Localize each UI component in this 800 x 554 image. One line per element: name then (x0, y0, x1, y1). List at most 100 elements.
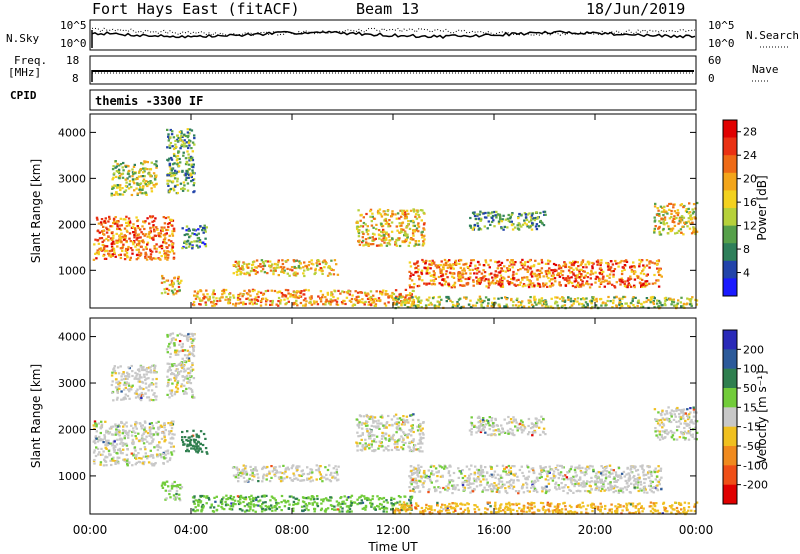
echo-cell-2 (170, 169, 173, 172)
echo-cell-5 (276, 263, 279, 266)
echo-cell-8 (431, 259, 434, 262)
echo-cell-9 (536, 216, 540, 219)
echo-cell-11 (452, 303, 455, 307)
echo-cell-6 (271, 496, 275, 499)
echo-cell-7 (401, 440, 404, 443)
echo-cell-8 (452, 267, 455, 270)
echo-cell-7 (372, 238, 375, 241)
echo-cell-11 (540, 299, 543, 302)
echo-cell-11 (584, 306, 587, 309)
echo-cell-0 (141, 240, 144, 243)
echo-cell-9 (526, 213, 529, 216)
echo-cell-0 (93, 458, 96, 462)
echo-cell-3 (192, 447, 195, 450)
echo-cell-5 (286, 267, 289, 270)
echo-cell-2 (175, 155, 178, 158)
echo-cell-8 (511, 274, 515, 277)
echo-cell-11 (401, 300, 404, 303)
echo-cell-8 (451, 263, 454, 266)
echo-cell-5 (337, 465, 340, 468)
echo-cell-0 (171, 244, 174, 247)
echo-cell-0 (157, 453, 161, 456)
echo-cell-8 (448, 259, 451, 262)
echo-cell-7 (358, 442, 362, 445)
echo-cell-8 (526, 276, 529, 279)
echo-cell-5 (231, 466, 235, 469)
echo-cell-6 (392, 293, 396, 296)
echo-cell-6 (335, 500, 339, 503)
echo-cell-7 (382, 210, 385, 213)
nave-tick-top: 60 (708, 54, 722, 67)
echo-cell-6 (271, 301, 274, 304)
echo-cell-6 (354, 298, 357, 301)
echo-cell-0 (151, 220, 154, 223)
echo-cell-5 (312, 263, 315, 266)
echo-cell-5 (259, 265, 263, 268)
echo-cell-6 (304, 304, 307, 307)
echo-cell-7 (394, 213, 397, 216)
echo-cell-0 (132, 452, 135, 455)
echo-cell-7 (360, 423, 363, 426)
echo-cell-11 (682, 302, 686, 305)
echo-cell-7 (409, 414, 412, 417)
echo-cell-0 (104, 420, 107, 423)
echo-cell-11 (615, 295, 618, 298)
echo-cell-0 (136, 219, 139, 223)
echo-cell-5 (236, 273, 239, 276)
echo-cell-0 (167, 216, 170, 219)
echo-cell-11 (542, 301, 546, 304)
echo-cell-6 (212, 291, 215, 294)
echo-cell-1 (134, 376, 137, 379)
echo-cell-6 (350, 300, 353, 303)
echo-cell-7 (414, 243, 418, 246)
echo-cell-2 (170, 394, 174, 397)
echo-cell-0 (93, 427, 96, 430)
echo-cell-8 (444, 263, 448, 266)
echo-cell-0 (107, 252, 110, 255)
echo-cell-5 (278, 266, 281, 269)
echo-cell-0 (102, 464, 106, 467)
echo-cell-0 (105, 444, 109, 447)
echo-cell-6 (212, 301, 215, 304)
echo-cell-7 (382, 237, 385, 240)
echo-cell-1 (154, 364, 157, 367)
echo-cell-8 (483, 271, 487, 274)
echo-cell-6 (263, 494, 266, 497)
echo-cell-5 (237, 260, 241, 263)
echo-cell-0 (115, 428, 118, 431)
echo-cell-0 (166, 256, 170, 259)
echo-cell-11 (544, 300, 548, 303)
echo-cell-9 (528, 212, 531, 215)
echo-cell-7 (361, 230, 364, 234)
echo-cell-0 (164, 237, 167, 240)
echo-cell-11 (590, 302, 593, 305)
echo-cell-2 (175, 159, 179, 162)
echo-cell-10 (677, 222, 680, 225)
echo-cell-8 (567, 269, 571, 272)
echo-cell-11 (650, 298, 653, 301)
echo-cell-6 (191, 496, 195, 499)
echo-cell-7 (408, 428, 411, 432)
echo-cell-0 (122, 443, 125, 446)
echo-cell-5 (274, 269, 277, 272)
echo-cell-0 (147, 455, 150, 458)
echo-cell-8 (594, 277, 597, 281)
echo-cell-6 (304, 288, 307, 291)
echo-cell-0 (114, 461, 117, 464)
echo-cell-8 (472, 279, 475, 282)
echo-cell-0 (139, 447, 142, 451)
echo-cell-5 (260, 259, 264, 262)
echo-cell-0 (141, 225, 144, 228)
echo-cell-2 (191, 362, 194, 365)
echo-cell-0 (142, 432, 145, 435)
echo-cell-6 (315, 300, 318, 303)
echo-cell-11 (400, 304, 403, 307)
echo-cell-7 (376, 426, 379, 429)
echo-cell-0 (143, 428, 146, 431)
echo-cell-11 (533, 301, 537, 304)
echo-cell-6 (248, 289, 251, 292)
echo-cell-1 (148, 183, 151, 186)
echo-cell-9 (478, 213, 481, 216)
echo-cell-8 (571, 284, 575, 288)
echo-cell-0 (121, 245, 125, 248)
